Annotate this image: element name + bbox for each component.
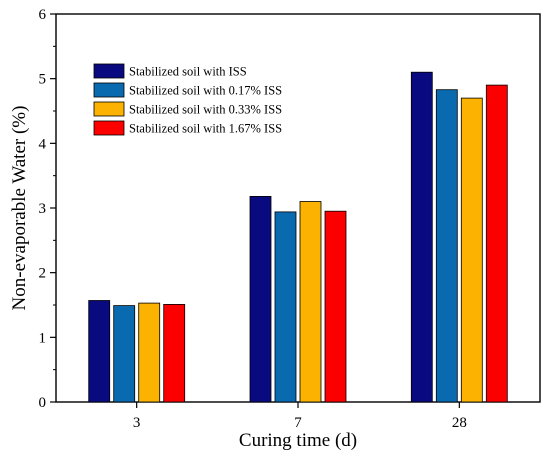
axes-layer: 3 7 28 0 1 2 3 4 5 6 xyxy=(39,7,467,431)
legend-swatch xyxy=(93,101,125,117)
legend-swatch xyxy=(93,63,125,79)
bar xyxy=(138,302,161,403)
y-tick-label: 6 xyxy=(39,7,47,23)
y-tick-label: 3 xyxy=(39,201,47,217)
x-axis-title: Curing time (d) xyxy=(239,430,357,451)
x-tick-label: 3 xyxy=(133,415,141,431)
bar xyxy=(299,201,322,403)
y-tick-label: 2 xyxy=(39,266,47,282)
legend-swatch xyxy=(93,82,125,98)
bar xyxy=(88,300,111,403)
bar xyxy=(435,89,458,403)
y-tick-label: 0 xyxy=(39,395,47,411)
legend-label: Stabilized soil with 1.67% ISS xyxy=(129,122,282,136)
legend-label: Stabilized soil with 0.33% ISS xyxy=(129,103,282,117)
legend: Stabilized soil with ISS Stabilized soil … xyxy=(93,63,282,136)
legend-swatch xyxy=(93,120,125,136)
y-axis-title: Non-evaporable Water (%) xyxy=(9,106,30,311)
bar xyxy=(113,305,136,403)
legend-label: Stabilized soil with 0.17% ISS xyxy=(129,84,282,98)
x-tick-label: 7 xyxy=(294,415,302,431)
bar xyxy=(249,195,272,403)
bar xyxy=(163,303,186,403)
bar xyxy=(410,71,433,403)
legend-label: Stabilized soil with ISS xyxy=(129,65,247,79)
bar xyxy=(485,84,508,403)
y-tick-label: 1 xyxy=(39,330,47,346)
y-tick-label: 4 xyxy=(39,136,47,152)
bar xyxy=(460,97,483,403)
bar xyxy=(324,210,347,403)
bar xyxy=(274,211,297,403)
bars-layer xyxy=(88,71,508,403)
y-tick-label: 5 xyxy=(39,72,47,88)
x-tick-label: 28 xyxy=(452,415,467,431)
